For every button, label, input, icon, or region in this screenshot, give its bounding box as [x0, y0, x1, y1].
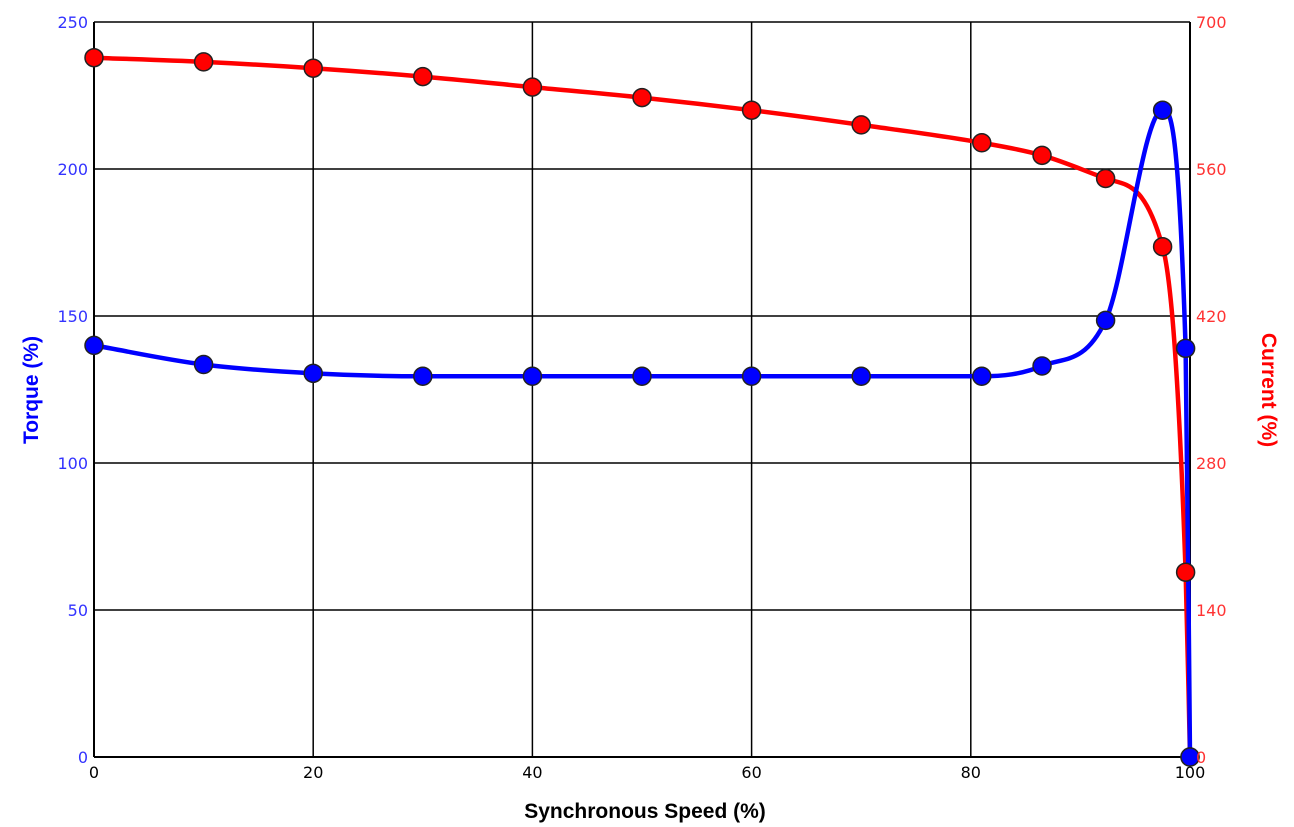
y-left-tick-label: 250 — [57, 13, 88, 32]
torque-data-point — [1095, 310, 1116, 331]
x-tick-label: 100 — [1175, 763, 1206, 782]
current-data-point — [1152, 236, 1173, 257]
y-left-tick-label: 0 — [78, 748, 88, 767]
x-tick-label: 40 — [522, 763, 542, 782]
y-axis-left-label: Torque (%) — [20, 336, 43, 444]
current-data-point — [1095, 168, 1116, 189]
y-left-tick-label: 200 — [57, 160, 88, 179]
grid — [93, 21, 1191, 758]
y-right-tick-label: 560 — [1196, 160, 1227, 179]
x-axis-label: Synchronous Speed (%) — [524, 800, 766, 823]
y-left-tick-label: 150 — [57, 307, 88, 326]
x-tick-label: 20 — [303, 763, 323, 782]
y-right-tick-label: 140 — [1196, 601, 1227, 620]
current-data-point — [413, 66, 433, 87]
x-tick-label: 0 — [89, 763, 99, 782]
current-data-point — [1175, 562, 1196, 582]
y-right-tick-label: 280 — [1196, 454, 1227, 473]
y-right-tick-label: 0 — [1196, 748, 1206, 767]
current-data-point — [972, 133, 992, 153]
torque-data-point — [413, 366, 433, 387]
y-right-tick-label: 700 — [1196, 13, 1227, 32]
y-left-tick-label: 100 — [57, 454, 88, 473]
current-data-point — [851, 115, 871, 135]
torque-data-point — [741, 366, 762, 387]
x-tick-label: 60 — [741, 763, 761, 782]
current-data-point — [522, 77, 543, 97]
series-lines — [93, 55, 1193, 758]
current-data-point — [741, 100, 762, 120]
x-tick-label: 80 — [961, 763, 981, 782]
current-series-line — [93, 55, 1193, 758]
torque-data-point — [303, 363, 323, 384]
torque-data-point — [193, 354, 214, 375]
y-left-tick-label: 50 — [68, 601, 88, 620]
current-data-point — [84, 47, 104, 68]
torque-data-point — [1152, 100, 1173, 120]
torque-data-point — [632, 366, 652, 387]
torque-data-point — [851, 366, 871, 387]
plot-frame — [93, 22, 1191, 758]
torque-data-point — [522, 366, 543, 387]
current-data-point — [193, 52, 214, 72]
torque-data-point — [1180, 747, 1200, 767]
torque-data-point — [972, 366, 992, 387]
current-data-point — [632, 87, 652, 108]
y-right-tick-label: 420 — [1196, 307, 1227, 326]
torque-data-point — [1175, 338, 1196, 359]
tick-labels: 0 20 40 60 80 1000501001502002500140280420560… — [57, 13, 1226, 782]
torque-data-point — [84, 335, 104, 356]
current-data-point — [303, 58, 323, 78]
torque-data-point — [1032, 356, 1052, 376]
torque-series-line — [93, 107, 1193, 758]
series-points — [84, 47, 1200, 767]
y-axis-right-label: Current (%) — [1257, 333, 1280, 447]
current-data-point — [1032, 145, 1052, 166]
